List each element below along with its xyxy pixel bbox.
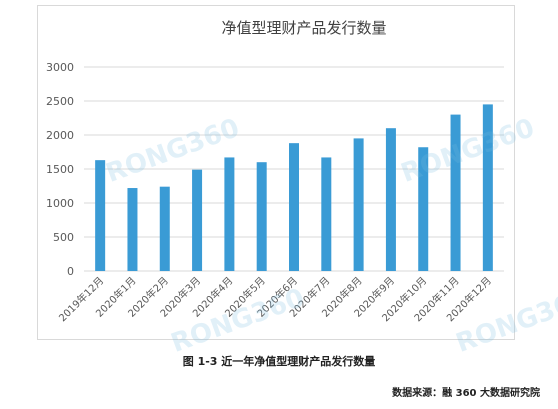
- bar: [482, 104, 493, 272]
- bar: [256, 162, 267, 271]
- data-source: 数据来源：融 360 大数据研究院: [392, 388, 540, 399]
- bar-chart: 净值型理财产品发行数量0500100015002000250030002019年…: [46, 19, 504, 324]
- y-tick-label: 1000: [46, 197, 74, 210]
- bar: [450, 114, 461, 271]
- bar: [159, 186, 170, 271]
- bar: [127, 188, 138, 271]
- bar: [95, 160, 106, 271]
- bar: [353, 138, 364, 271]
- y-tick-label: 3000: [46, 61, 74, 74]
- figure-caption: 图 1-3 近一年净值型理财产品发行数量: [182, 355, 376, 368]
- y-tick-label: 1500: [46, 163, 74, 176]
- bar: [192, 169, 203, 271]
- bar: [385, 128, 396, 271]
- bar: [418, 147, 429, 271]
- y-tick-label: 500: [53, 231, 74, 244]
- y-tick-label: 0: [67, 265, 74, 278]
- bar: [224, 157, 235, 271]
- y-tick-label: 2000: [46, 129, 74, 142]
- bar: [321, 157, 332, 271]
- bar: [289, 143, 299, 271]
- chart-title: 净值型理财产品发行数量: [221, 19, 386, 37]
- chart-frame: 净值型理财产品发行数量 0 500 1000 1500 2000 2500 3000 2019年…: [37, 5, 558, 359]
- y-tick-label: 2500: [46, 95, 74, 108]
